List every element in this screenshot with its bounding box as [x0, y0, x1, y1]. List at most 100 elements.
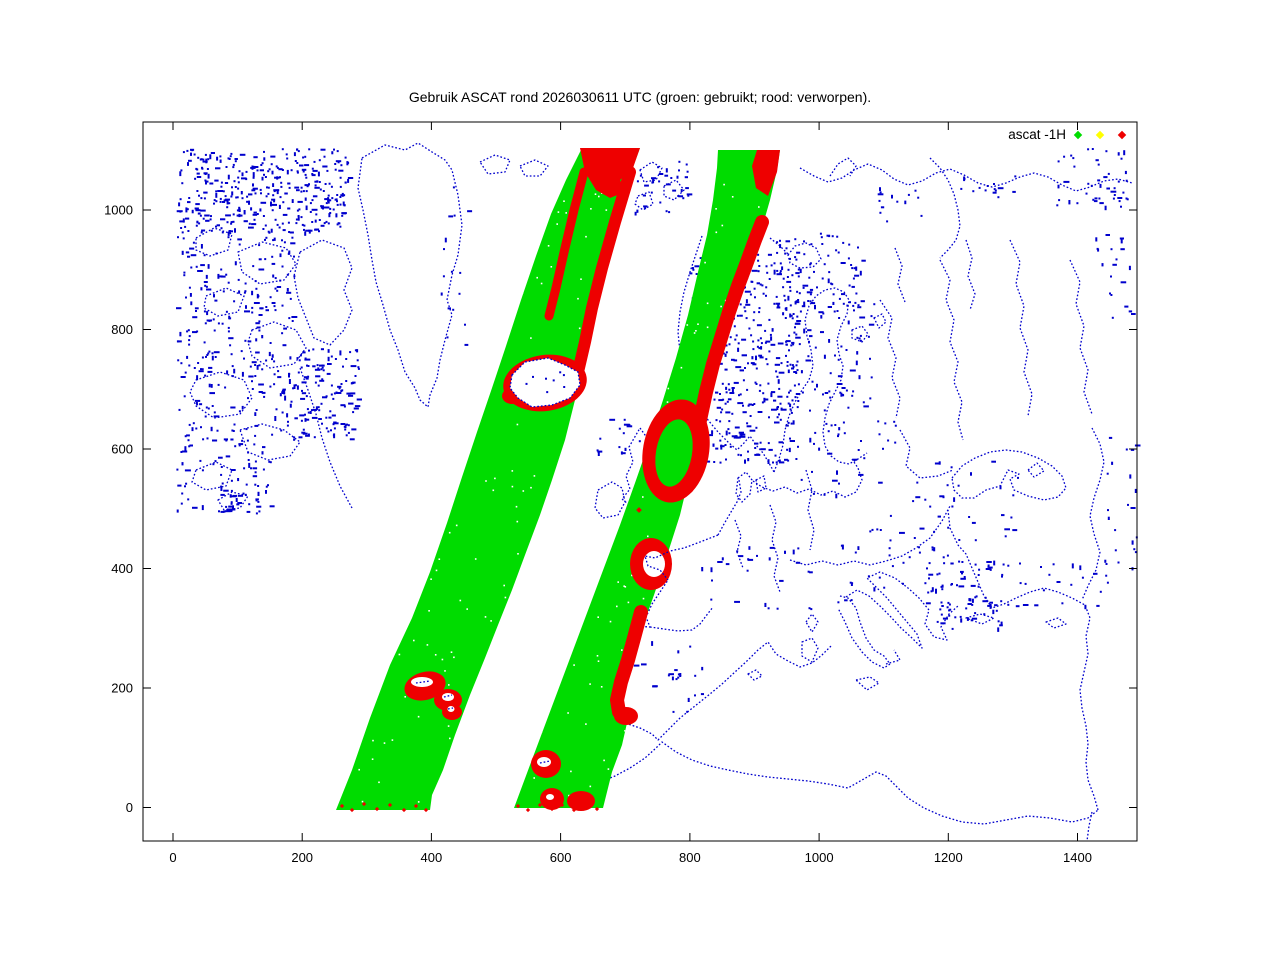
pinhole [370, 585, 373, 587]
coast-speckle [775, 295, 778, 298]
pinhole [609, 620, 612, 623]
coastline-azores-1 [415, 680, 431, 684]
coast-speckle [970, 584, 976, 587]
coast-speckle [1061, 602, 1064, 605]
coast-speckle [1093, 572, 1098, 575]
pinhole [529, 649, 532, 652]
coast-speckle [213, 199, 216, 202]
coastline-islet-2 [519, 159, 549, 177]
pinhole [459, 599, 462, 602]
coast-speckle [765, 265, 768, 268]
coast-speckle [237, 478, 240, 482]
coast-speckle [329, 410, 332, 413]
coast-speckle [440, 292, 443, 296]
coast-speckle [753, 287, 756, 290]
coast-speckle [1130, 448, 1135, 451]
coast-speckle [811, 380, 814, 383]
coast-speckle [339, 350, 342, 356]
coast-speckle [828, 390, 831, 393]
coast-speckle [692, 268, 695, 271]
coast-speckle [311, 174, 316, 177]
coast-speckle [791, 364, 794, 367]
coast-speckle [294, 417, 298, 420]
coast-speckle [787, 421, 790, 424]
coast-speckle [956, 584, 958, 587]
pinhole [602, 549, 604, 552]
coast-speckle [217, 383, 220, 386]
pinhole [485, 480, 487, 482]
coast-speckle [348, 394, 354, 397]
coast-speckle [1007, 564, 1010, 567]
coast-speckle [300, 419, 303, 422]
pinhole [424, 569, 426, 572]
coast-speckle [1106, 472, 1109, 475]
coast-speckle [219, 155, 222, 158]
coast-speckle [989, 601, 993, 604]
coast-speckle [276, 223, 279, 226]
pinhole [715, 208, 717, 210]
pinhole [610, 428, 613, 430]
coast-speckle [546, 391, 549, 394]
inset-coast-layer [415, 357, 669, 764]
coast-speckle [1105, 150, 1108, 153]
coast-speckle [243, 357, 245, 360]
coast-speckle [691, 267, 694, 269]
coast-speckle [789, 440, 795, 442]
coast-speckle [836, 470, 838, 475]
coast-speckle [263, 150, 265, 153]
coast-speckle [843, 432, 846, 435]
coast-speckle [240, 191, 243, 195]
coast-speckle [1010, 516, 1013, 519]
coast-speckle [1120, 205, 1122, 208]
coast-speckle [236, 196, 239, 199]
coast-speckle [761, 401, 764, 404]
coast-speckle [270, 228, 273, 233]
coast-speckle [809, 437, 812, 443]
pinhole [697, 323, 699, 325]
pinhole [518, 659, 520, 662]
coast-speckle [852, 458, 858, 461]
coast-speckle [254, 412, 257, 416]
coast-speckle [319, 188, 322, 191]
coast-speckle [206, 311, 209, 316]
coast-speckle [958, 539, 961, 541]
pinhole [585, 451, 588, 453]
coast-speckle [856, 351, 859, 355]
coast-speckle [787, 402, 790, 405]
coast-speckle [999, 624, 1003, 627]
coast-speckle [311, 173, 314, 175]
coast-speckle [779, 272, 782, 275]
coast-speckle [738, 431, 744, 434]
coast-speckle [1110, 190, 1117, 193]
coast-speckle [209, 218, 212, 221]
coast-speckle [792, 549, 795, 555]
coast-speckle [278, 204, 281, 209]
coast-speckle [783, 294, 786, 297]
coast-speckle [810, 243, 813, 246]
pinhole [398, 156, 400, 159]
coast-speckle [997, 196, 1000, 199]
coast-speckle [291, 316, 298, 318]
coast-speckle [357, 367, 360, 370]
coast-speckle [652, 178, 655, 184]
pinhole [484, 616, 487, 618]
coast-speckle [937, 515, 941, 518]
coast-speckle [960, 187, 963, 190]
coast-speckle [928, 562, 931, 565]
coast-speckle [919, 527, 925, 530]
coast-speckle [708, 434, 713, 437]
coast-speckle [778, 413, 780, 416]
coast-speckle [251, 189, 256, 192]
coast-speckle [271, 198, 276, 201]
coast-speckle [1110, 294, 1113, 296]
pinhole [566, 522, 569, 525]
coast-speckle [228, 337, 234, 340]
coast-speckle [304, 418, 310, 421]
coast-speckle [794, 238, 797, 241]
coast-speckle [177, 484, 182, 487]
coast-speckle [1113, 194, 1116, 196]
pinhole [442, 429, 444, 431]
pinhole [384, 156, 386, 158]
coast-speckle [313, 436, 316, 439]
coast-speckle [812, 492, 815, 495]
